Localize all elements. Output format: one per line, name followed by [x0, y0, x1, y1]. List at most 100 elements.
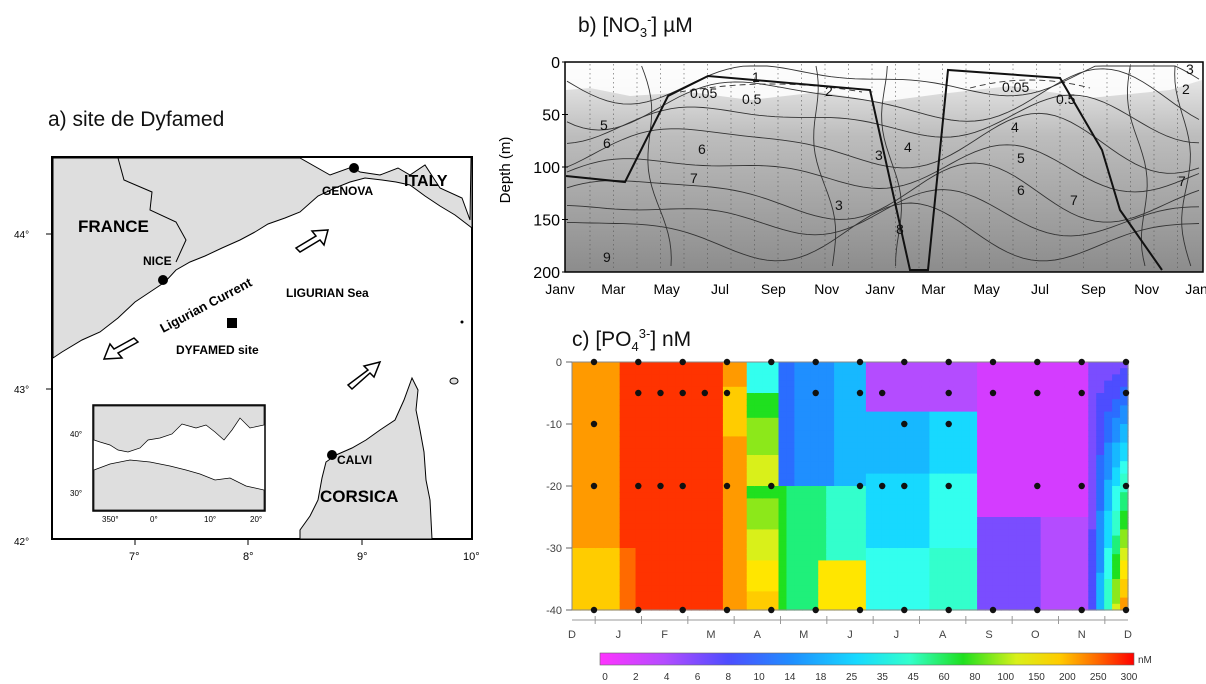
phosphate-cell [992, 448, 1002, 456]
phosphate-cell [1112, 362, 1121, 369]
phosphate-cell [730, 492, 740, 499]
phosphate-cell [873, 455, 883, 462]
phosphate-cell [714, 541, 724, 549]
phosphate-cell [826, 455, 835, 462]
phosphate-cell [611, 548, 621, 555]
phosphate-cell [897, 380, 907, 388]
phosphate-cell [595, 448, 605, 456]
phosphate-cell [826, 548, 835, 555]
phosphate-cell [992, 517, 1002, 524]
phosphate-cell [1120, 368, 1129, 375]
phosphate-cell [1104, 467, 1113, 475]
phosphate-cell [635, 529, 645, 537]
phosphate-cell [881, 591, 891, 599]
phosphate-cell [865, 467, 875, 475]
phosphate-cell [770, 417, 780, 425]
phosphate-cell [627, 380, 637, 388]
phosphate-cell [1040, 473, 1050, 481]
phosphate-cell [754, 486, 764, 493]
phosphate-cell [937, 442, 946, 450]
phosphate-cell [1112, 523, 1121, 530]
phosphate-cell [1104, 504, 1113, 512]
phosphate-cell [834, 517, 843, 524]
phosphate-cell [722, 510, 732, 518]
nitrate-x-tick: Nov [814, 281, 839, 297]
phosphate-cell [1000, 442, 1010, 450]
phosphate-cell [746, 430, 756, 437]
phosphate-cell [889, 467, 899, 475]
phosphate-cell [794, 380, 803, 388]
phosphate-cell [707, 393, 716, 400]
phosphate-cell [1112, 479, 1121, 487]
phosphate-cell [969, 368, 978, 375]
phosphate-cell [818, 461, 827, 468]
phosphate-cell [794, 603, 803, 611]
phosphate-cell [873, 399, 883, 406]
phosphate-cell [572, 399, 581, 406]
phosphate-cell [865, 572, 875, 580]
phosphate-cell [627, 473, 637, 481]
phosphate-cell [778, 393, 788, 400]
phosphate-cell [873, 479, 883, 487]
phosphate-cell [730, 486, 740, 493]
phosphate-cell [937, 572, 946, 580]
phosphate-cell [667, 461, 676, 468]
phosphate-cell [754, 492, 764, 499]
phosphate-cell [603, 510, 613, 518]
phosphate-sample-dot [856, 358, 864, 366]
phosphate-cell [897, 504, 907, 512]
phosphate-cell [1088, 603, 1097, 611]
phosphate-cell [651, 566, 660, 574]
phosphate-cell [905, 442, 915, 450]
phosphate-sample-dot [590, 420, 598, 428]
phosphate-cell [850, 554, 859, 561]
phosphate-sample-dot [679, 358, 686, 366]
phosphate-cell [929, 572, 938, 580]
phosphate-cell [738, 405, 748, 413]
phosphate-cell [730, 541, 740, 549]
phosphate-cell [1120, 554, 1129, 561]
phosphate-cell [969, 386, 978, 394]
phosphate-cell [953, 535, 962, 543]
phosphate-cell [1016, 448, 1026, 456]
phosphate-cell [722, 473, 732, 481]
phosphate-cell [1056, 380, 1066, 388]
phosphate-cell [699, 411, 708, 419]
phosphate-cell [762, 591, 772, 599]
phosphate-cell [1072, 411, 1081, 419]
nitrate-x-tick: Jul [1031, 281, 1049, 297]
phosphate-cell [699, 430, 708, 437]
phosphate-cell [699, 455, 708, 462]
phosphate-cell [802, 597, 811, 605]
phosphate-cell [572, 486, 581, 493]
phosphate-cell [921, 541, 931, 549]
phosphate-cell [635, 411, 645, 419]
phosphate-cell [1016, 405, 1026, 413]
phosphate-cell [818, 473, 827, 481]
phosphate-cell [818, 424, 827, 431]
phosphate-cell [881, 523, 891, 530]
phosphate-cell [619, 529, 629, 537]
phosphate-cell [897, 473, 907, 481]
phosphate-cell [953, 548, 962, 555]
phosphate-cell [659, 424, 668, 431]
phosphate-cell [1120, 479, 1129, 487]
phosphate-cell [1112, 560, 1121, 568]
phosphate-cell [667, 585, 676, 592]
phosphate-cell [953, 486, 962, 493]
current-arrow-ne [294, 229, 329, 253]
phosphate-cell [961, 498, 970, 506]
phosphate-cell [770, 467, 780, 475]
nitrate-contour-label: 5 [600, 117, 608, 133]
phosphate-cell [1120, 473, 1129, 481]
phosphate-cell [714, 579, 724, 586]
phosphate-cell [810, 461, 819, 468]
phosphate-cell [802, 517, 811, 524]
phosphate-cell [913, 417, 923, 425]
phosphate-cell [627, 399, 637, 406]
phosphate-cell [1112, 411, 1121, 419]
phosphate-cell [1016, 566, 1026, 574]
phosphate-cell [683, 486, 692, 493]
phosphate-cell [905, 591, 915, 599]
phosphate-cell [794, 597, 803, 605]
